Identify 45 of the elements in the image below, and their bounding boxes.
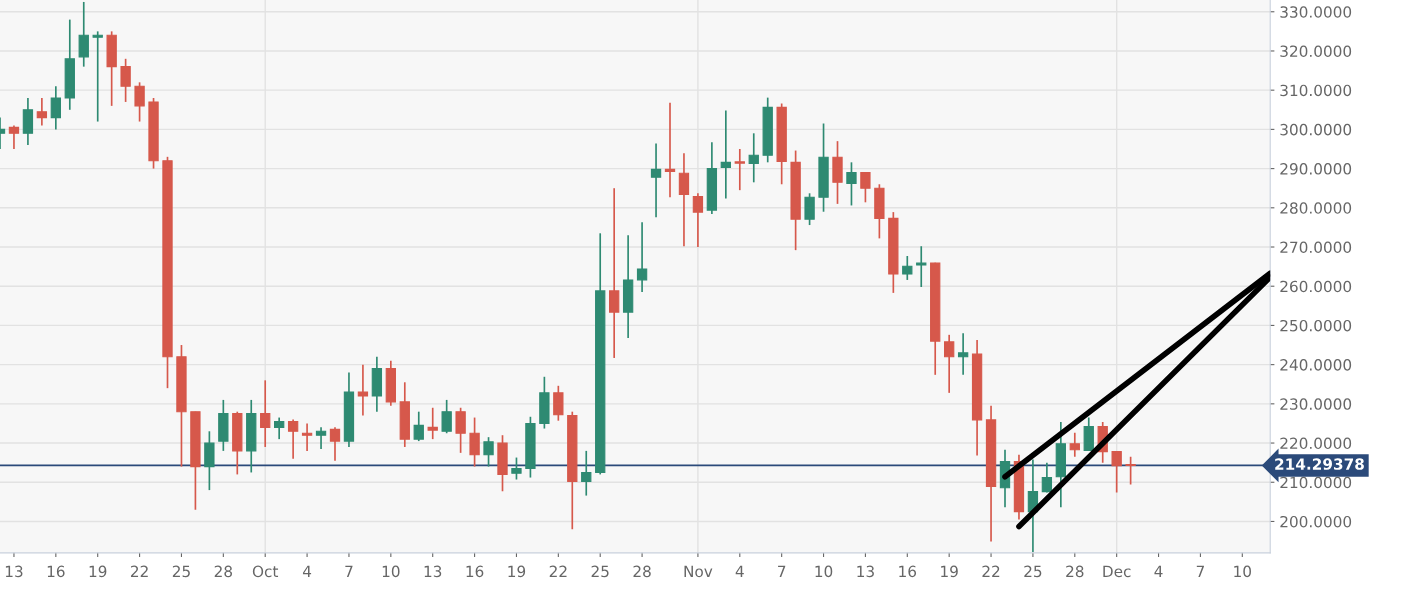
y-tick-label: 200.0000	[1280, 515, 1352, 528]
x-tick-label: 7	[778, 565, 786, 577]
y-tick-label: 240.0000	[1280, 359, 1352, 371]
x-tick-label: 13	[857, 565, 874, 578]
x-tick-label: 22	[549, 565, 567, 577]
x-tick-label: 13	[424, 565, 442, 578]
x-tick-label: 4	[735, 565, 744, 577]
x-tick-label: 7	[1196, 565, 1204, 577]
x-tick-label: Dec	[1103, 565, 1131, 578]
x-tick-label: 10	[1234, 565, 1251, 578]
y-tick-label: 210.0000	[1280, 476, 1352, 489]
x-tick-label: 25	[172, 565, 190, 578]
ref-line-label: 214.29378	[1275, 458, 1364, 470]
x-tick-label: 25	[1024, 565, 1042, 578]
x-tick-label: 4	[1154, 565, 1163, 577]
x-tick-label: 16	[899, 565, 917, 578]
y-tick-label: 230.0000	[1280, 398, 1352, 410]
x-tick-label: 16	[466, 565, 484, 578]
y-tick-label: 270.0000	[1280, 241, 1352, 254]
y-tick-label: 260.0000	[1280, 280, 1352, 293]
y-tick-label: 250.0000	[1280, 319, 1352, 332]
x-tick-label: 22	[982, 565, 1000, 577]
x-tick-label: 22	[130, 565, 148, 577]
x-tick-label: 10	[815, 565, 833, 578]
x-tick-label: 13	[5, 565, 23, 578]
x-tick-label: 16	[47, 565, 65, 578]
x-tick-label: Nov	[684, 565, 713, 578]
x-tick-label: 10	[382, 565, 400, 578]
y-tick-label: 310.0000	[1280, 84, 1352, 97]
y-tick-label: 280.0000	[1280, 202, 1352, 214]
x-tick-label: Oct	[252, 565, 279, 578]
x-tick-label: 25	[591, 565, 609, 578]
y-tick-label: 320.0000	[1280, 45, 1352, 57]
x-tick-label: 28	[633, 565, 651, 578]
x-tick-label: 28	[1066, 565, 1084, 578]
y-tick-label: 220.0000	[1280, 437, 1352, 450]
x-tick-label: 19	[508, 565, 526, 578]
x-tick-label: 19	[941, 565, 958, 578]
x-tick-label: 4	[302, 565, 312, 577]
y-tick-label: 300.0000	[1280, 123, 1352, 136]
y-tick-label: 290.0000	[1280, 163, 1352, 175]
x-tick-label: 28	[214, 565, 233, 578]
y-tick-label: 330.0000	[1280, 6, 1352, 18]
x-tick-label: 7	[345, 565, 353, 577]
x-tick-label: 19	[89, 565, 107, 578]
